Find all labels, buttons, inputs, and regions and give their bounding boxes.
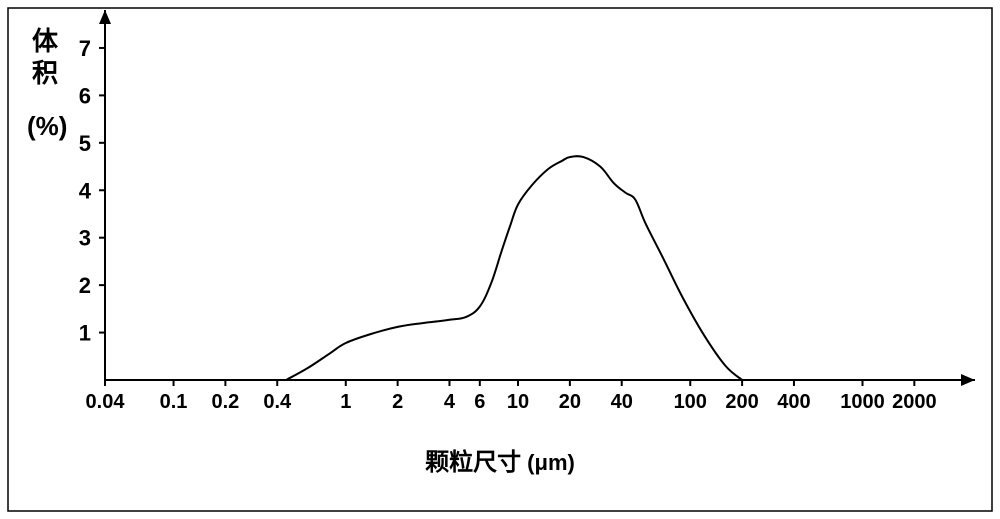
y-axis-title: 体 bbox=[32, 27, 59, 56]
y-tick-label: 1 bbox=[79, 321, 91, 346]
x-tick-label: 0.2 bbox=[211, 391, 239, 413]
y-tick-label: 5 bbox=[79, 131, 91, 156]
x-tick-label: 1 bbox=[340, 391, 351, 413]
x-tick-label: 10 bbox=[507, 391, 529, 413]
x-tick-label: 20 bbox=[559, 391, 581, 413]
y-tick-label: 4 bbox=[79, 178, 92, 203]
x-axis-title: 颗粒尺寸 (μm) bbox=[425, 448, 575, 476]
x-tick-label: 0.1 bbox=[160, 391, 188, 413]
y-axis-unit: (%) bbox=[27, 111, 67, 141]
chart-container: 12345670.040.10.20.412461020401002004001… bbox=[0, 0, 1000, 519]
x-tick-label: 100 bbox=[674, 391, 707, 413]
y-tick-label: 3 bbox=[79, 226, 91, 251]
x-tick-label: 2 bbox=[392, 391, 403, 413]
x-tick-label: 1000 bbox=[840, 391, 885, 413]
y-axis-title: 积 bbox=[32, 59, 58, 88]
y-tick-label: 6 bbox=[79, 83, 91, 108]
x-tick-label: 6 bbox=[474, 391, 485, 413]
x-tick-label: 4 bbox=[444, 391, 456, 413]
x-tick-label: 0.4 bbox=[263, 391, 292, 413]
y-tick-label: 7 bbox=[79, 36, 91, 61]
x-tick-label: 2000 bbox=[892, 391, 937, 413]
y-tick-label: 2 bbox=[79, 273, 91, 298]
distribution-curve bbox=[286, 156, 742, 380]
y-axis-arrow bbox=[99, 10, 111, 24]
x-tick-label: 400 bbox=[777, 391, 810, 413]
x-tick-label: 40 bbox=[611, 391, 633, 413]
x-tick-label: 200 bbox=[725, 391, 758, 413]
x-axis-arrow bbox=[961, 374, 975, 386]
outer-border bbox=[8, 8, 992, 511]
x-tick-label: 0.04 bbox=[86, 391, 126, 413]
chart-svg: 12345670.040.10.20.412461020401002004001… bbox=[0, 0, 1000, 519]
